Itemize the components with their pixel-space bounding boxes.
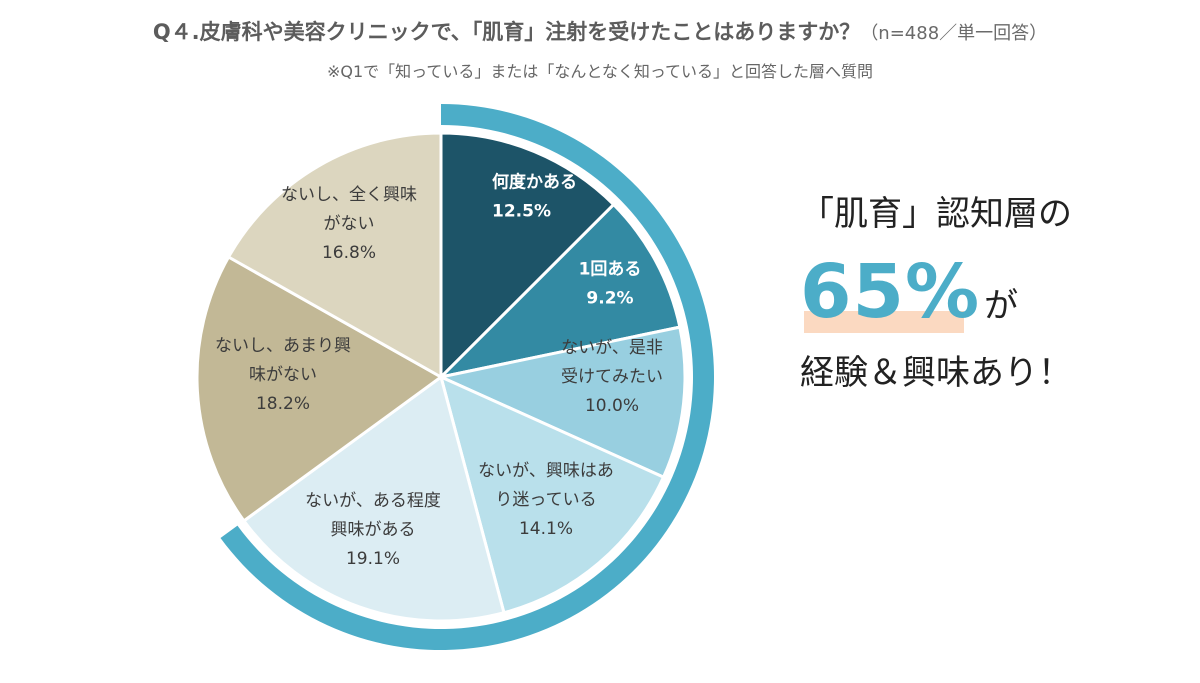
pie-slice-3 [439,325,687,479]
slice-value-label: 18.2% [256,394,310,414]
pie-slice-5 [242,375,506,623]
slice-category-label: ないが、ある程度 [305,491,441,511]
slice-category-label: 何度かある [492,172,577,193]
chart-title: Q４.皮膚科や美容クリニックで、「肌育」注射を受けたことはありますか？（n=48… [0,16,1200,46]
slice-category-label: ないが、是非 [561,338,663,358]
slice-value-label: 16.8% [322,243,376,263]
slice-value-label: 14.1% [519,519,573,539]
slice-category-label: ないし、あまり興 [215,336,351,356]
slice-category-label: 1回ある [579,260,642,280]
chart-subtitle: ※Q1で「知っている」または「なんとなく知っている」と回答した層へ質問 [326,62,874,81]
title-main: Q４.皮膚科や美容クリニックで、「肌育」注射を受けたことはありますか？ [152,20,861,44]
slice-value-label: 12.5% [492,202,551,222]
slice-category-label: 興味がある [331,520,416,540]
slice-value-label: 19.1% [346,549,400,569]
pie-slice-7 [227,131,443,379]
callout-line2: 65% が [800,249,1072,335]
slice-label-2: 1回ある 9.2% [579,260,642,309]
callout-percent: 65% [800,249,981,335]
pie-slice-4 [439,375,665,615]
pie-slice-6 [195,255,443,523]
slice-category-label: 味がない [249,365,317,385]
slice-label-1: 何度かある 12.5% [492,172,577,222]
slice-value-label: 10.0% [585,396,639,416]
pie-slice-1 [439,131,616,379]
slice-category-label: がない [324,214,375,234]
callout-particle: が [984,286,1019,326]
slice-value-label: 9.2% [586,289,633,309]
slice-category-label: ないが、興味はあ [478,461,614,481]
callout-line1: 「肌育」認知層の [800,194,1072,234]
slice-category-label: 受けてみたい [561,367,663,387]
slice-category-label: り迷っている [495,490,596,510]
title-note: （n=488／単一回答） [860,23,1048,44]
pie-slice-2 [439,203,682,379]
callout-line3: 経験＆興味あり！ [800,353,1072,393]
callout: 「肌育」認知層の 65% が 経験＆興味あり！ [800,186,1072,394]
callout-highlight [804,311,964,333]
slice-category-label: ないし、全く興味 [281,185,417,205]
